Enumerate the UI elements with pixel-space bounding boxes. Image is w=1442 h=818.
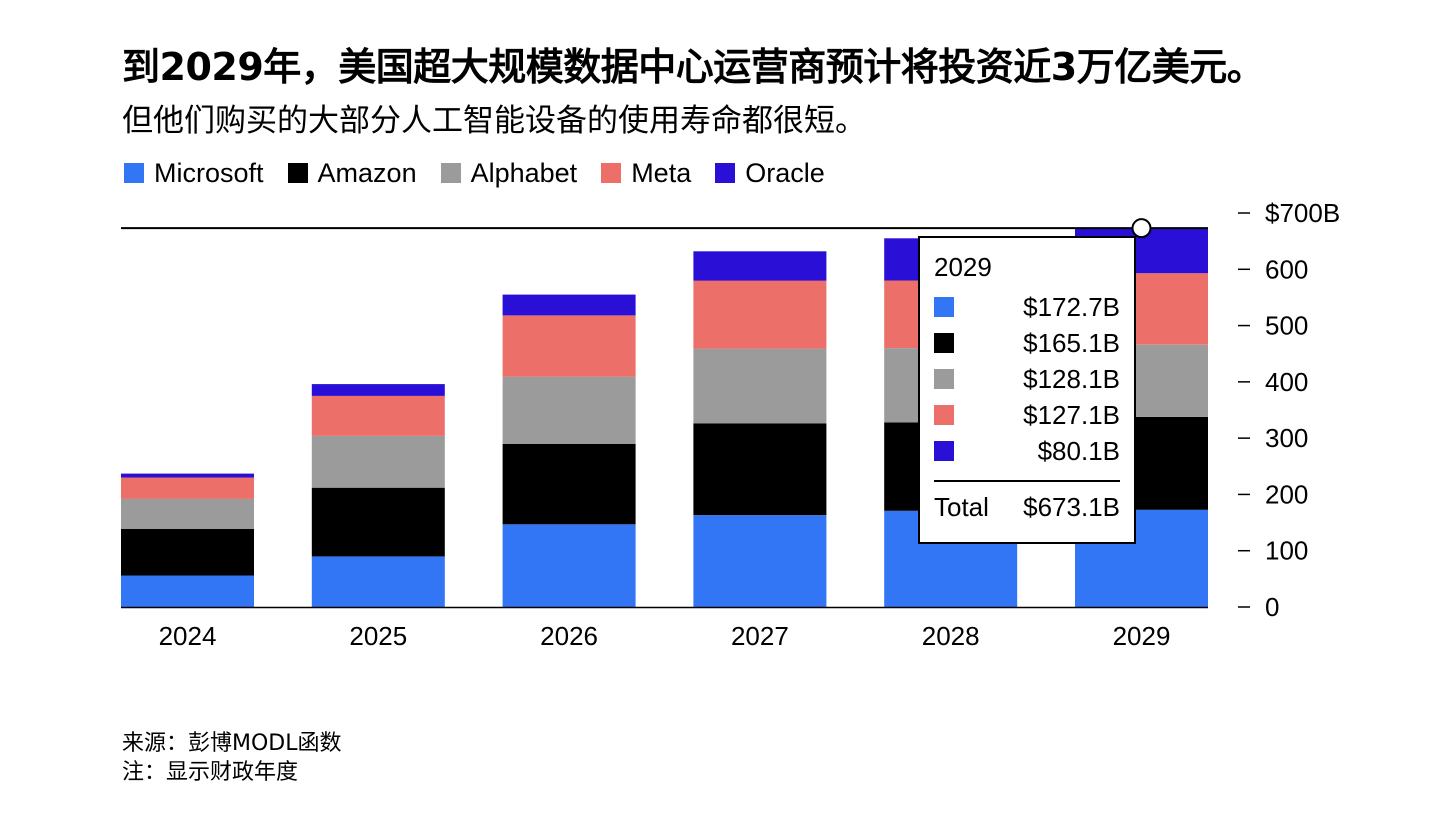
bar-segment-microsoft-2026[interactable] (502, 524, 636, 607)
bar-segment-meta-2027[interactable] (693, 280, 827, 349)
tooltip-total-label: Total (934, 491, 989, 522)
tooltip-value-meta: $127.1B (1023, 400, 1120, 430)
tooltip-swatch-amazon (934, 333, 954, 353)
legend-label-oracle: Oracle (745, 157, 825, 188)
chart-subtitle: 但他们购买的大部分人工智能设备的使用寿命都很短。 (122, 103, 866, 139)
legend-swatch-oracle (715, 163, 736, 183)
bar-segment-alphabet-2027[interactable] (693, 348, 827, 424)
y-tick-label-500: 500 (1265, 311, 1308, 341)
chart-legend: Microsoft Amazon Alphabet Meta Oracle (124, 156, 849, 190)
bar-segment-amazon-2025[interactable] (311, 487, 445, 557)
tooltip-row-meta: $127.1B (934, 400, 1120, 430)
bar-segment-alphabet-2024[interactable] (121, 498, 254, 529)
tooltip-row-amazon: $165.1B (934, 328, 1120, 358)
x-tick-label-2029: 2029 (1113, 621, 1171, 651)
bar-segment-microsoft-2024[interactable] (121, 575, 254, 608)
bar-segment-alphabet-2026[interactable] (502, 376, 636, 444)
legend-label-amazon: Amazon (317, 157, 417, 188)
tooltip-value-alphabet: $128.1B (1023, 364, 1120, 394)
chart-tooltip: 2029 $172.7B $165.1B $128.1B $127.1B $80… (918, 236, 1136, 544)
fiscal-year-note: 注：显示财政年度 (122, 760, 299, 785)
y-tick-label-300: 300 (1265, 423, 1308, 453)
bar-segment-microsoft-2027[interactable] (693, 515, 827, 607)
tooltip-year: 2029 (934, 252, 992, 282)
bar-segment-meta-2025[interactable] (311, 395, 445, 436)
tooltip-divider (934, 480, 1120, 482)
bar-segment-microsoft-2025[interactable] (311, 556, 445, 607)
y-axis: 0 100 200 300 400 500 600 $700B (1238, 198, 1340, 622)
x-tick-label-2027: 2027 (731, 621, 789, 651)
tooltip-swatch-meta (934, 405, 954, 425)
hover-layer (121, 218, 1208, 239)
y-tick-label-700: $700B (1265, 198, 1340, 228)
y-tick-label-600: 600 (1265, 254, 1308, 284)
bar-segment-amazon-2024[interactable] (121, 528, 254, 576)
legend-item-meta: Meta (601, 158, 691, 189)
legend-label-meta: Meta (631, 157, 692, 188)
bar-segment-oracle-2027[interactable] (693, 251, 827, 281)
tooltip-total-value: $673.1B (1023, 491, 1120, 522)
tooltip-swatch-microsoft (934, 297, 954, 317)
tooltip-value-amazon: $165.1B (1023, 328, 1120, 358)
bar-segment-amazon-2027[interactable] (693, 423, 827, 516)
y-tick-label-100: 100 (1265, 536, 1308, 566)
tooltip-value-microsoft: $172.7B (1023, 292, 1120, 322)
legend-label-alphabet: Alphabet (470, 157, 578, 188)
tooltip-value-oracle: $80.1B (1037, 436, 1120, 466)
tooltip-total-row: Total $673.1B (934, 492, 1120, 522)
legend-item-alphabet: Alphabet (440, 157, 578, 189)
tooltip-row-oracle: $80.1B (934, 436, 1120, 466)
hover-marker[interactable] (1131, 218, 1152, 239)
x-axis: 2024 2025 2026 2027 2028 2029 (159, 621, 1171, 651)
legend-label-microsoft: Microsoft (154, 157, 264, 188)
chart-title: 到2029年，美国超大规模数据中心运营商预计将投资近3万亿美元。 (122, 45, 1265, 89)
bar-segment-alphabet-2025[interactable] (311, 435, 445, 488)
tooltip-row-alphabet: $128.1B (934, 364, 1120, 394)
bar-segment-oracle-2026[interactable] (502, 294, 636, 316)
bar-segment-meta-2026[interactable] (502, 315, 636, 377)
tooltip-row-microsoft: $172.7B (934, 292, 1120, 322)
legend-swatch-meta (601, 163, 622, 183)
legend-swatch-alphabet (440, 163, 461, 183)
bar-segment-meta-2024[interactable] (121, 477, 254, 499)
legend-item-oracle: Oracle (715, 158, 825, 189)
y-tick-label-0: 0 (1265, 592, 1279, 622)
x-tick-label-2024: 2024 (159, 621, 217, 651)
legend-swatch-microsoft (124, 163, 144, 183)
x-tick-label-2028: 2028 (922, 621, 980, 651)
y-tick-label-400: 400 (1265, 367, 1308, 397)
x-tick-label-2026: 2026 (540, 621, 598, 651)
y-tick-label-200: 200 (1265, 479, 1308, 509)
x-tick-label-2025: 2025 (349, 621, 407, 651)
bar-segment-amazon-2026[interactable] (502, 443, 636, 525)
tooltip-swatch-alphabet (934, 369, 954, 389)
legend-item-microsoft: Microsoft (124, 158, 264, 189)
legend-swatch-amazon (287, 163, 308, 183)
source-note: 来源：彭博MODL函数 (122, 731, 342, 756)
bar-segment-oracle-2025[interactable] (311, 384, 445, 396)
legend-item-amazon: Amazon (287, 157, 417, 189)
tooltip-swatch-oracle (934, 441, 954, 461)
bar-segment-oracle-2024[interactable] (121, 473, 254, 478)
